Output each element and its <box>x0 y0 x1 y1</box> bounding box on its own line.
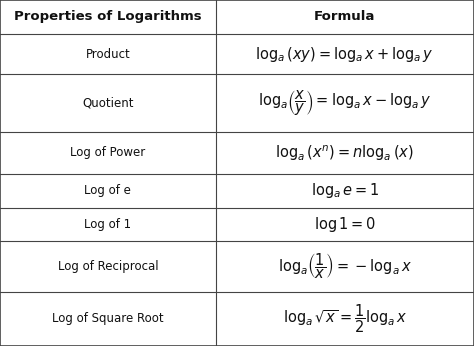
Text: $\log_{a}(x^{n}) = n\log_{a}(x)$: $\log_{a}(x^{n}) = n\log_{a}(x)$ <box>275 143 414 163</box>
Text: Formula: Formula <box>314 10 375 24</box>
Text: $\log_{a}e = 1$: $\log_{a}e = 1$ <box>310 181 379 200</box>
Text: $\log 1 = 0$: $\log 1 = 0$ <box>314 215 376 234</box>
Text: Log of 1: Log of 1 <box>84 218 131 231</box>
Text: Log of Square Root: Log of Square Root <box>52 312 164 326</box>
Text: $\log_{a}\sqrt{x} = \dfrac{1}{2}\log_{a}x$: $\log_{a}\sqrt{x} = \dfrac{1}{2}\log_{a}… <box>283 303 407 335</box>
Text: Log of e: Log of e <box>84 184 131 197</box>
Text: Properties of Logarithms: Properties of Logarithms <box>14 10 201 24</box>
Text: Log of Reciprocal: Log of Reciprocal <box>57 260 158 273</box>
Text: $\log_{a}\!\left(\dfrac{x}{y}\right) = \log_{a}x - \log_{a}y$: $\log_{a}\!\left(\dfrac{x}{y}\right) = \… <box>258 88 432 118</box>
Text: $\log_{a}\!\left(\dfrac{1}{x}\right) = -\log_{a}x$: $\log_{a}\!\left(\dfrac{1}{x}\right) = -… <box>278 252 412 281</box>
Text: Log of Power: Log of Power <box>70 146 146 159</box>
Bar <box>0 0 474 34</box>
Text: Quotient: Quotient <box>82 97 134 109</box>
Text: Product: Product <box>85 47 130 61</box>
Text: $\log_{a}(xy) = \log_{a}x + \log_{a}y$: $\log_{a}(xy) = \log_{a}x + \log_{a}y$ <box>255 45 434 64</box>
